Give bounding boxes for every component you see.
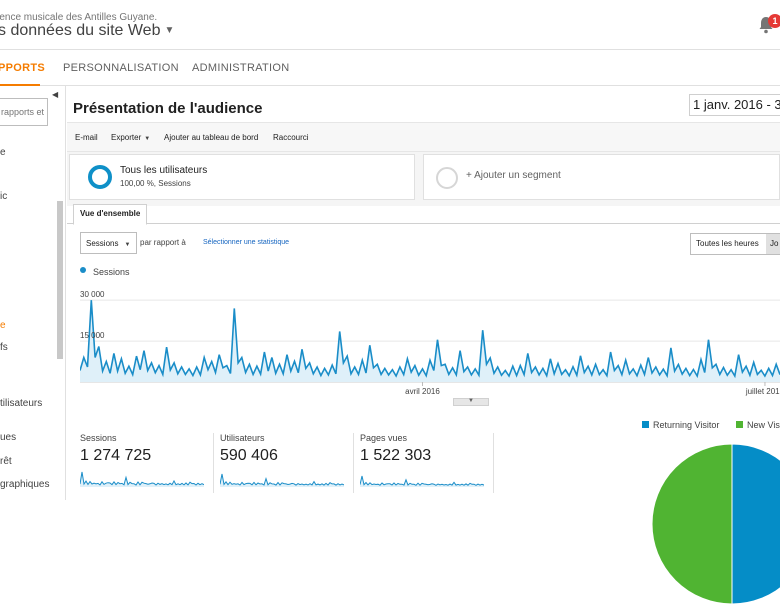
x-tick-label: juillet 2016: [745, 387, 780, 396]
chart-resize-handle[interactable]: ▼: [453, 398, 489, 406]
page-title: Présentation de l'audience: [73, 100, 263, 117]
legend-label: New Visi: [747, 420, 780, 430]
property-name: s données du site Web: [0, 22, 161, 39]
caret-down-icon: ▼: [144, 136, 151, 142]
tab-customization[interactable]: PERSONNALISATION: [63, 62, 179, 74]
collapse-sidebar-icon[interactable]: ◀: [52, 90, 59, 99]
y-tick-label: 15 000: [80, 331, 105, 340]
add-segment-label: + Ajouter un segment: [466, 170, 561, 181]
email-button[interactable]: E-mail: [75, 133, 98, 142]
sparkline-area: [360, 476, 484, 487]
caret-down-icon: ▼: [468, 398, 474, 404]
segment-all-users[interactable]: Tous les utilisateurs 100,00 %, Sessions: [69, 154, 415, 200]
caret-down-icon: ▼: [164, 25, 175, 36]
empty-segment-icon: [436, 167, 458, 189]
daily-button[interactable]: [766, 234, 780, 254]
active-tab-underline: [0, 84, 40, 86]
granularity-toggle: Toutes les heures Jo: [690, 233, 780, 255]
sparkline: [220, 473, 344, 487]
notification-badge: 1: [768, 14, 780, 28]
visitor-type-pie-chart[interactable]: [652, 444, 780, 604]
legend-label: Returning Visitor: [653, 420, 720, 430]
shortcut-button[interactable]: Raccourci: [273, 133, 309, 142]
stat-divider: [213, 433, 214, 493]
stat-value: 590 406: [220, 447, 278, 464]
report-toolbar: E-mail Exporter ▼ Ajouter au tableau de b…: [67, 122, 780, 152]
top-bar: rence musicale des Antilles Guyane. s do…: [0, 0, 780, 50]
legend-swatch: [736, 421, 743, 428]
sidebar-item[interactable]: rêt: [0, 456, 12, 467]
tab-reports[interactable]: PPORTS: [0, 62, 46, 74]
sparkline-area: [80, 472, 204, 487]
sessions-line: [80, 300, 780, 379]
compare-label: par rapport à: [140, 238, 186, 247]
export-label: Exporter: [111, 133, 142, 142]
metric-select-value: Sessions: [86, 239, 119, 248]
chart-legend-label: Sessions: [93, 267, 130, 277]
add-dashboard-button[interactable]: Ajouter au tableau de bord: [164, 133, 259, 142]
pie-slice: [652, 444, 733, 604]
x-tick-label: avril 2016: [405, 387, 440, 396]
tab-overview[interactable]: Vue d'ensemble: [73, 204, 148, 225]
segment-percentage: 100,00 %, Sessions: [120, 179, 191, 188]
segment-name: Tous les utilisateurs: [120, 165, 208, 176]
stat-label: Pages vues: [360, 433, 408, 443]
legend-new: New Visi: [736, 420, 780, 430]
segment-bar: Tous les utilisateurs 100,00 %, Sessions…: [67, 152, 780, 206]
export-button[interactable]: Exporter ▼: [111, 133, 150, 142]
caret-down-icon: ▼: [124, 242, 131, 248]
report-main: Présentation de l'audience 1 janv. 2016 …: [67, 86, 780, 604]
sidebar: ◀ rapports et l e ic e fs tilisateurs ue…: [0, 86, 66, 500]
select-metric-link[interactable]: Sélectionner une statistique: [203, 239, 289, 246]
legend-swatch: [642, 421, 649, 428]
stat-users[interactable]: Utilisateurs 590 406: [220, 433, 350, 493]
sidebar-item[interactable]: ic: [0, 191, 8, 202]
stat-label: Utilisateurs: [220, 433, 265, 443]
main-nav: PPORTS PERSONNALISATION ADMINISTRATION: [0, 50, 780, 86]
sidebar-item[interactable]: tilisateurs: [0, 398, 43, 409]
account-name[interactable]: rence musicale des Antilles Guyane.: [0, 12, 158, 23]
report-tabs: Vue d'ensemble: [67, 204, 780, 225]
y-tick-label: 30 000: [80, 290, 105, 299]
sidebar-item[interactable]: e: [0, 147, 6, 158]
sparkline: [80, 471, 204, 487]
stat-divider: [493, 433, 494, 493]
daily-button-label: Jo: [770, 239, 779, 248]
tab-admin[interactable]: ADMINISTRATION: [192, 62, 290, 74]
sessions-legend-dot: [80, 267, 86, 273]
hourly-button[interactable]: Toutes les heures: [696, 239, 759, 248]
add-segment-button[interactable]: + Ajouter un segment: [423, 154, 780, 200]
legend-returning: Returning Visitor: [642, 420, 719, 430]
sparkline-line: [80, 471, 204, 486]
sparkline-area: [220, 474, 344, 487]
pie-slice: [731, 444, 780, 604]
stat-value: 1 522 303: [360, 447, 432, 464]
stat-divider: [353, 433, 354, 493]
sparkline: [360, 475, 484, 487]
property-selector[interactable]: s données du site Web ▼: [0, 22, 174, 40]
sidebar-scrollbar[interactable]: [57, 201, 63, 359]
report-search-input[interactable]: rapports et l: [0, 98, 48, 126]
date-range-picker[interactable]: 1 janv. 2016 - 3: [689, 94, 780, 116]
stat-sessions[interactable]: Sessions 1 274 725: [80, 433, 210, 493]
sidebar-item[interactable]: graphiques: [0, 479, 50, 490]
stat-label: Sessions: [80, 433, 117, 443]
sidebar-item[interactable]: ues: [0, 432, 17, 443]
metric-select[interactable]: Sessions ▼: [80, 232, 137, 254]
sidebar-item[interactable]: fs: [0, 342, 8, 353]
sidebar-item-active[interactable]: e: [0, 320, 6, 331]
sessions-area: [80, 300, 780, 382]
sparkline-line: [220, 473, 344, 486]
stat-pageviews[interactable]: Pages vues 1 522 303: [360, 433, 490, 493]
segment-ring-icon: [88, 165, 112, 189]
sparkline-line: [360, 475, 484, 486]
stat-value: 1 274 725: [80, 447, 152, 464]
